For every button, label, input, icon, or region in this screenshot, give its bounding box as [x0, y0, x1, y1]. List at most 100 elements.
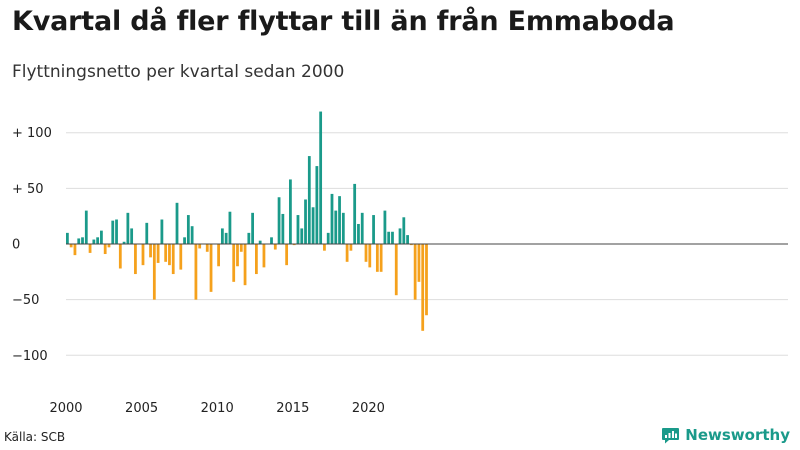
bar [134, 244, 137, 275]
y-tick-label: 0 [12, 238, 20, 253]
x-tick-label: 2015 [276, 401, 309, 416]
bar [239, 244, 243, 252]
bar [379, 244, 383, 272]
bar [425, 244, 428, 316]
newsworthy-brand[interactable]: Newsworthy [661, 426, 790, 444]
bar [209, 244, 213, 292]
bar [372, 215, 375, 244]
bar [270, 237, 273, 244]
y-tick-label: + 50 [12, 182, 44, 197]
bar [168, 244, 171, 266]
y-axis-tick-labels: + 100 + 50 0 −50 −100 [12, 126, 52, 364]
bar [130, 228, 134, 244]
bar [281, 213, 285, 244]
bar [152, 244, 156, 300]
bar [103, 244, 107, 255]
bar [160, 219, 164, 244]
bar [220, 228, 224, 244]
bar [409, 244, 413, 246]
x-tick-label: 2020 [352, 401, 385, 416]
bar [255, 244, 258, 275]
y-tick-label: −100 [12, 349, 48, 364]
bar [73, 244, 77, 256]
bar [100, 230, 103, 244]
bar [307, 156, 311, 244]
bar [247, 232, 251, 244]
bar [205, 244, 209, 252]
bar [341, 212, 345, 244]
bar [277, 197, 281, 244]
x-tick-label: 2005 [125, 401, 158, 416]
y-tick-label: −50 [12, 293, 39, 308]
bar [96, 237, 100, 244]
bar [236, 244, 239, 267]
bar [296, 215, 300, 244]
bar [224, 232, 228, 244]
bar [190, 226, 194, 244]
bar [349, 244, 353, 251]
bar [273, 244, 277, 250]
x-axis-tick-labels: 2000 2005 2010 2015 2020 [49, 401, 384, 416]
bar [345, 244, 349, 262]
bar [164, 244, 168, 262]
bar [323, 244, 326, 251]
bar [338, 196, 341, 244]
bar [285, 244, 289, 266]
bar [92, 239, 96, 244]
bar [258, 240, 262, 244]
bar [126, 212, 130, 244]
bar [198, 244, 202, 249]
bar [319, 111, 323, 244]
bar [391, 231, 394, 244]
bar [311, 207, 315, 244]
bar [251, 212, 254, 244]
bar [262, 244, 266, 268]
bar [179, 244, 183, 270]
bar [186, 215, 190, 244]
bar [375, 244, 379, 272]
bar [232, 244, 236, 282]
bars [66, 111, 428, 331]
y-tick-label: + 100 [12, 126, 52, 141]
bar [228, 211, 232, 244]
bar [115, 219, 118, 244]
bar [387, 231, 391, 244]
bar [66, 232, 69, 244]
bar [398, 228, 402, 244]
bar [81, 237, 84, 244]
brand-name: Newsworthy [685, 426, 790, 444]
bar [88, 244, 92, 253]
bar [334, 210, 338, 244]
bar [326, 232, 330, 244]
bar [118, 244, 122, 269]
bar [360, 212, 364, 244]
bar [413, 244, 417, 300]
bar [368, 244, 372, 268]
bar [364, 244, 368, 262]
bar [330, 193, 334, 244]
bar [107, 244, 111, 248]
bar [122, 241, 126, 244]
bar [84, 210, 88, 244]
source-note: Källa: SCB [4, 430, 66, 444]
bar [300, 228, 304, 244]
chart-title: Kvartal då fler flyttar till än från Emm… [12, 6, 675, 37]
bar [394, 244, 398, 296]
bar [383, 210, 387, 244]
bar [353, 183, 357, 244]
bar [417, 244, 421, 282]
bar [77, 238, 81, 244]
bar [145, 222, 149, 244]
bar [69, 244, 73, 248]
bar [175, 202, 179, 244]
bar [402, 217, 406, 244]
bar [315, 166, 319, 244]
x-tick-label: 2000 [49, 401, 82, 416]
newsworthy-logo-icon [662, 427, 680, 443]
bar [111, 220, 115, 244]
bar [243, 244, 247, 286]
bar [357, 223, 360, 244]
bar [304, 199, 307, 244]
bar [183, 237, 186, 244]
